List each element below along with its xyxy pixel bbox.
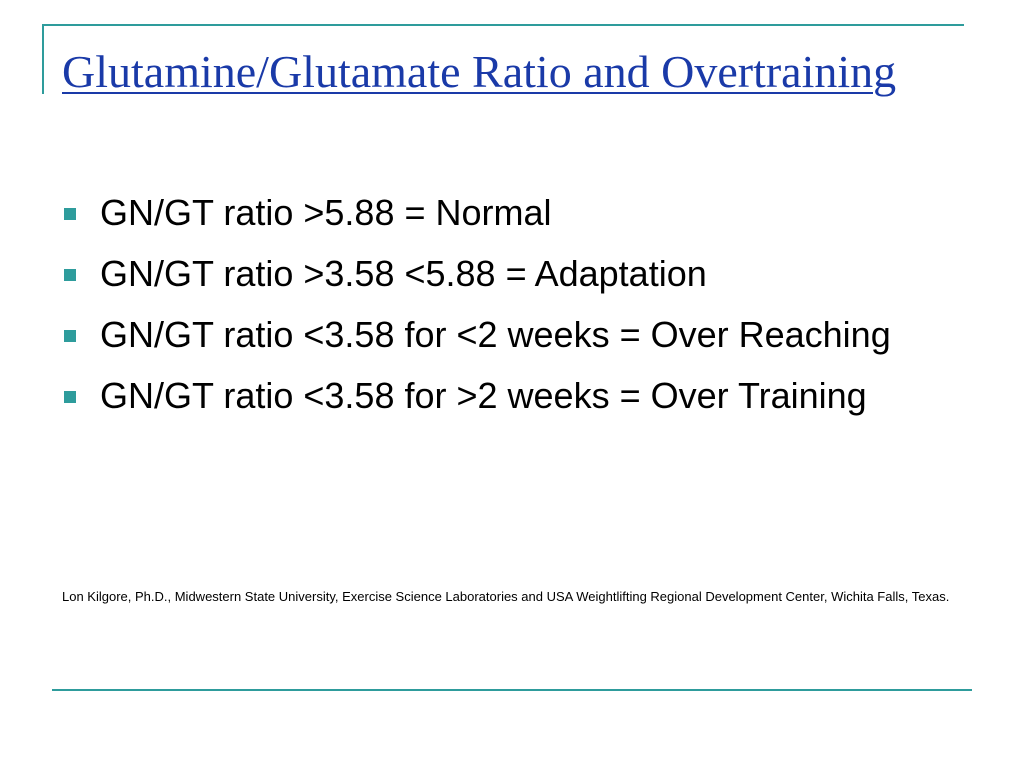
bullet-text: GN/GT ratio <3.58 for >2 weeks = Over Tr… — [100, 375, 867, 416]
bullet-list: GN/GT ratio >5.88 = Normal GN/GT ratio >… — [62, 188, 962, 432]
bullet-text: GN/GT ratio <3.58 for <2 weeks = Over Re… — [100, 314, 891, 355]
square-bullet-icon — [64, 391, 76, 403]
bullet-item-over-reaching: GN/GT ratio <3.58 for <2 weeks = Over Re… — [62, 310, 962, 360]
square-bullet-icon — [64, 269, 76, 281]
bullet-item-adaptation: GN/GT ratio >3.58 <5.88 = Adaptation — [62, 249, 962, 299]
bullet-text: GN/GT ratio >5.88 = Normal — [100, 192, 552, 233]
square-bullet-icon — [64, 330, 76, 342]
bullet-text: GN/GT ratio >3.58 <5.88 = Adaptation — [100, 253, 707, 294]
top-border-line — [42, 24, 964, 26]
left-border-line — [42, 24, 44, 94]
bullet-item-over-training: GN/GT ratio <3.58 for >2 weeks = Over Tr… — [62, 371, 962, 421]
citation-text: Lon Kilgore, Ph.D., Midwestern State Uni… — [62, 589, 950, 604]
slide-title: Glutamine/Glutamate Ratio and Overtraini… — [62, 46, 897, 97]
bottom-border-line — [52, 689, 972, 691]
square-bullet-icon — [64, 208, 76, 220]
bullet-item-normal: GN/GT ratio >5.88 = Normal — [62, 188, 962, 238]
